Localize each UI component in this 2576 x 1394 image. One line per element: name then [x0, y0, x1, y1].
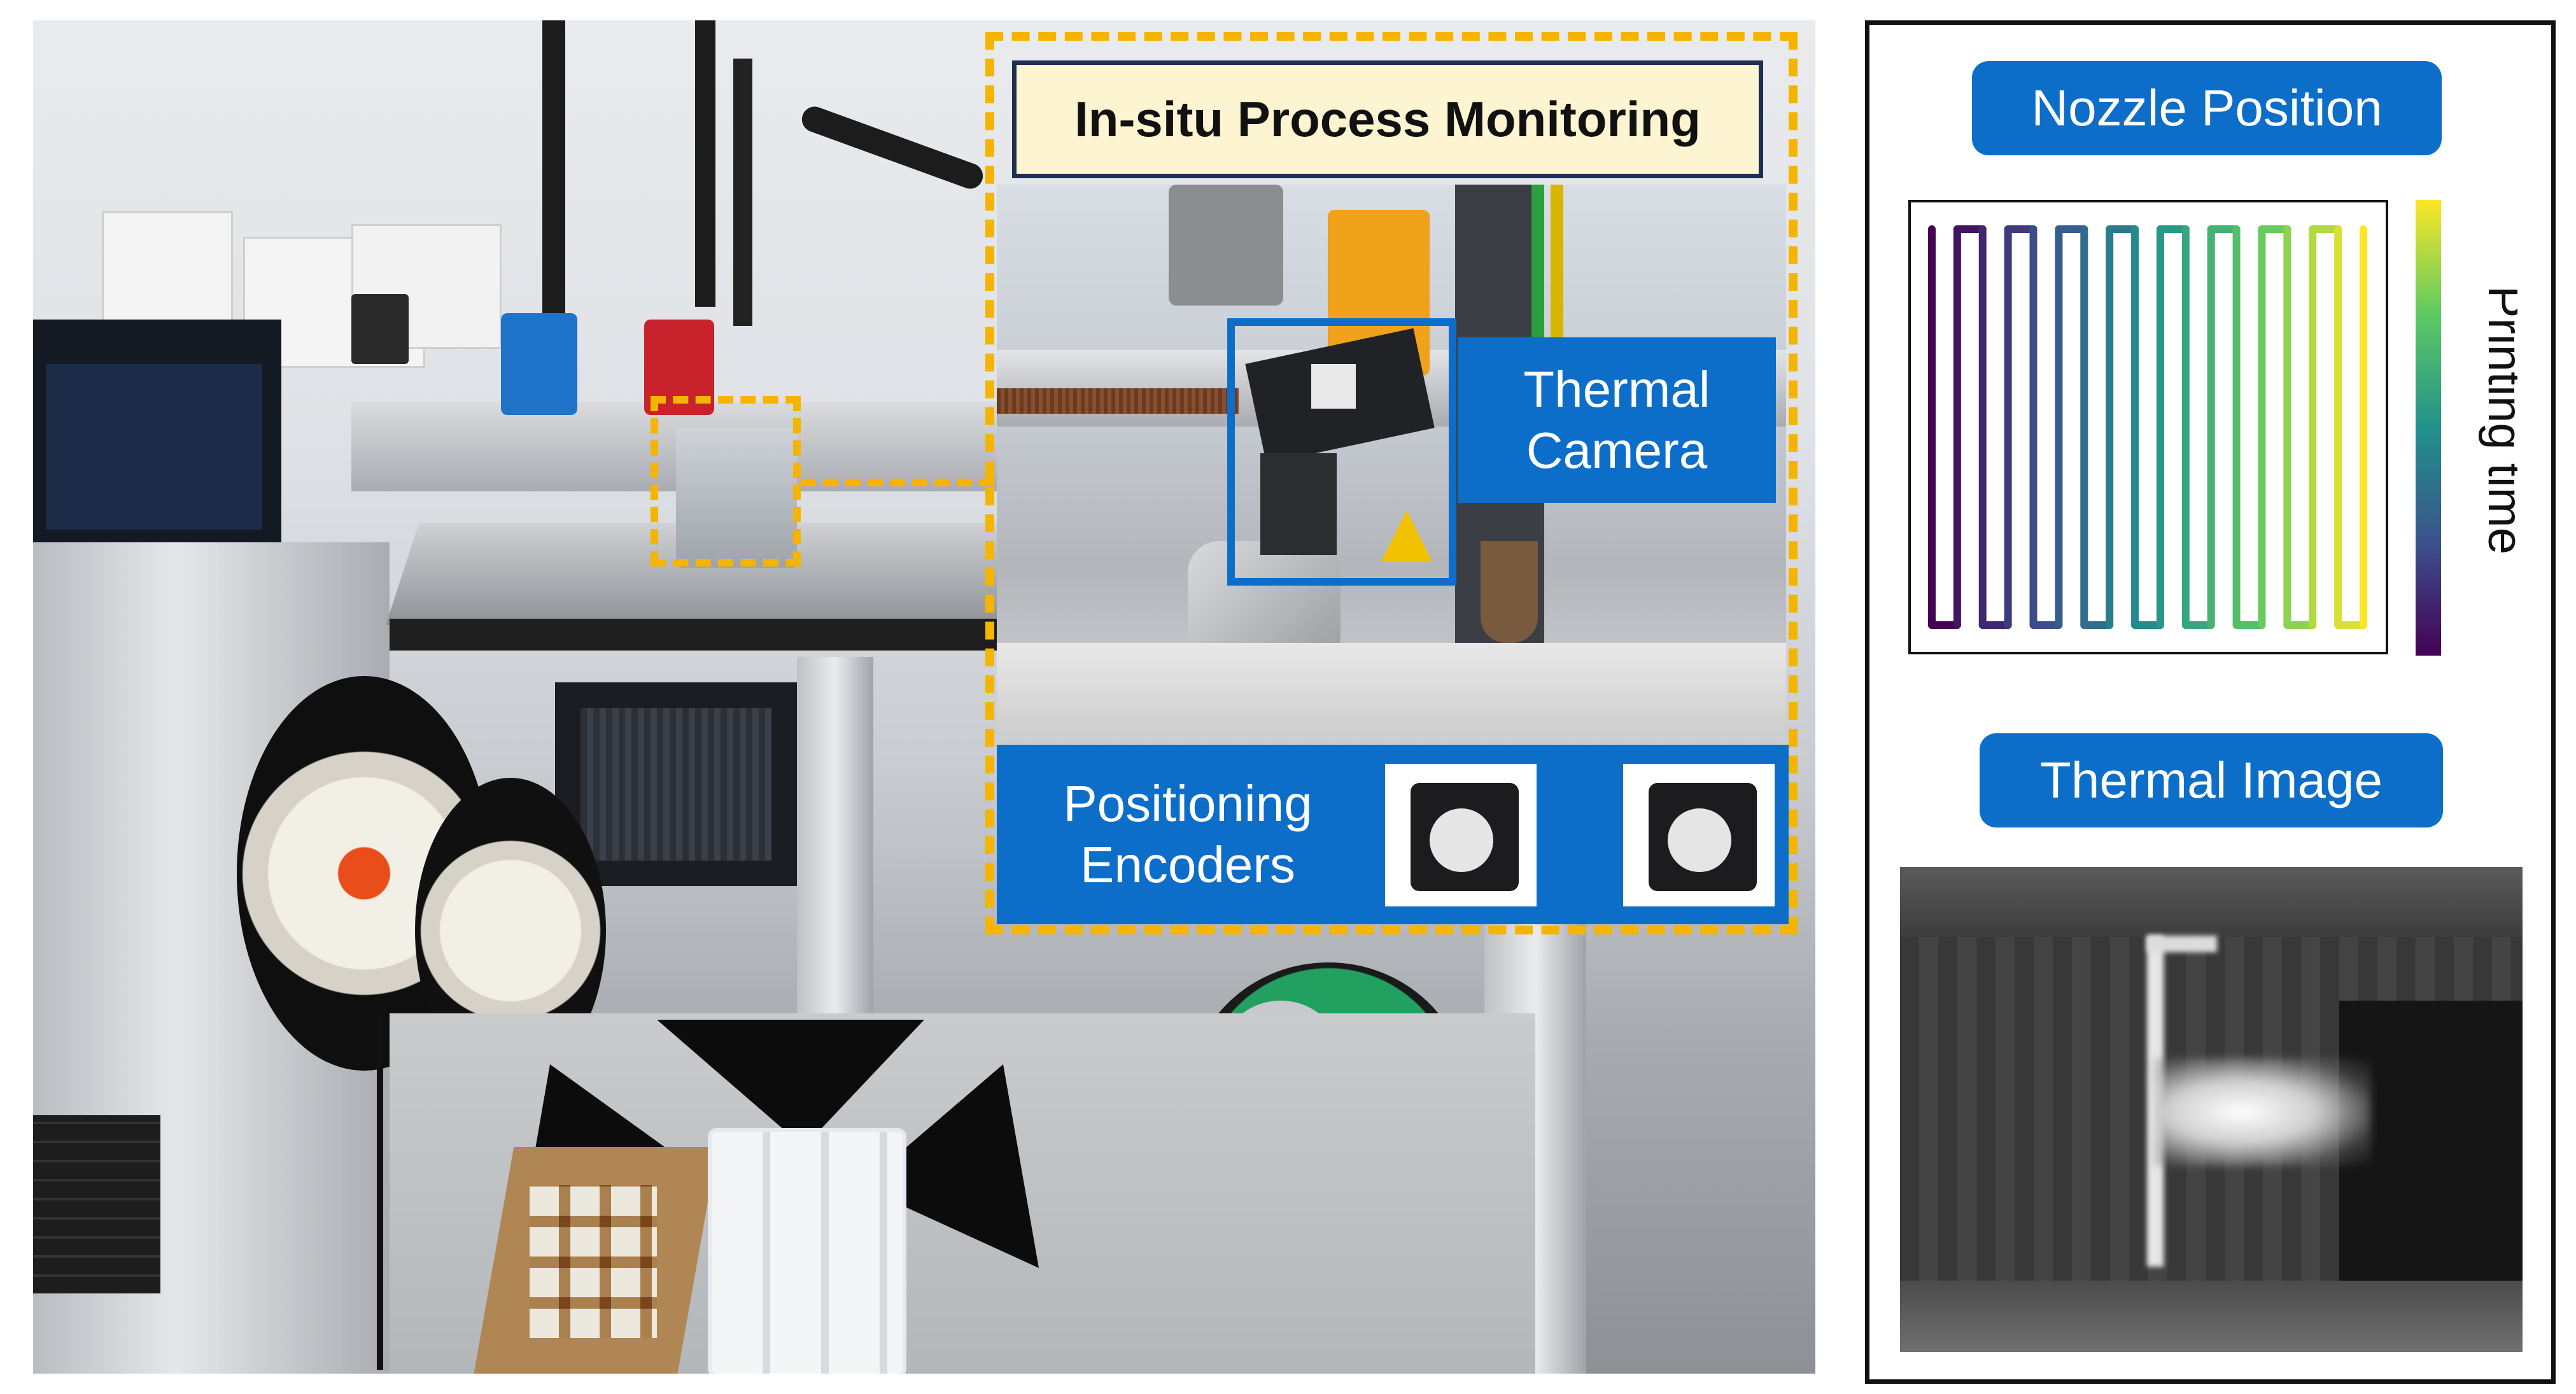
camera-mount	[1260, 453, 1337, 555]
nozzle-position-label: Nozzle Position	[1972, 61, 2442, 155]
thermal-bed	[1900, 1281, 2523, 1352]
wire-green	[1531, 185, 1544, 337]
filament-strand	[997, 388, 1239, 414]
zoom-bracket	[1169, 185, 1283, 306]
colorbar-label: Printing time	[2478, 286, 2517, 554]
colorbar	[2416, 200, 2441, 656]
monitor-screen	[46, 364, 262, 530]
callout-connector	[801, 479, 994, 486]
cable	[542, 20, 565, 326]
monitoring-title: In-situ Process Monitoring	[1012, 60, 1763, 178]
encoder-thumbnail	[1381, 760, 1540, 910]
board-components	[581, 708, 771, 861]
power-cable	[377, 1013, 383, 1370]
printed-samples	[530, 1185, 657, 1338]
wire-yellow	[1551, 185, 1563, 337]
thermal-image-label: Thermal Image	[1980, 733, 2443, 827]
positioning-encoders-label: Positioning Encoders	[997, 745, 1379, 924]
thermal-camera-highlight	[1227, 318, 1456, 586]
encoder-thumbnail	[1619, 760, 1778, 910]
thermal-camera-label: Thermal Camera	[1458, 337, 1776, 503]
nozzle-path-plot: Printing time	[1908, 200, 2517, 656]
thermal-image	[1900, 867, 2523, 1352]
encoder-disc	[1668, 808, 1731, 872]
encoder-disc	[1430, 808, 1493, 872]
plot-axes	[1908, 200, 2388, 654]
blue-extruder	[501, 313, 577, 415]
wall-socket	[102, 211, 233, 323]
thermal-top-structure	[1900, 867, 2523, 937]
thermal-hotspot	[2155, 1058, 2371, 1166]
nozzle	[1481, 541, 1538, 643]
cable	[695, 20, 715, 307]
camera-sensor	[1311, 364, 1356, 409]
raster-path	[1928, 225, 2367, 629]
cable	[798, 102, 987, 193]
cable	[733, 59, 752, 326]
bed-rail	[390, 619, 1026, 651]
zoom-bed	[997, 643, 1786, 732]
stepper-motor	[351, 294, 409, 364]
thermal-hot-trace	[2147, 936, 2217, 952]
printhead-dashed-box	[651, 396, 801, 567]
print-head	[676, 428, 797, 568]
sample-box	[708, 1128, 906, 1374]
keyboard	[33, 1115, 160, 1293]
